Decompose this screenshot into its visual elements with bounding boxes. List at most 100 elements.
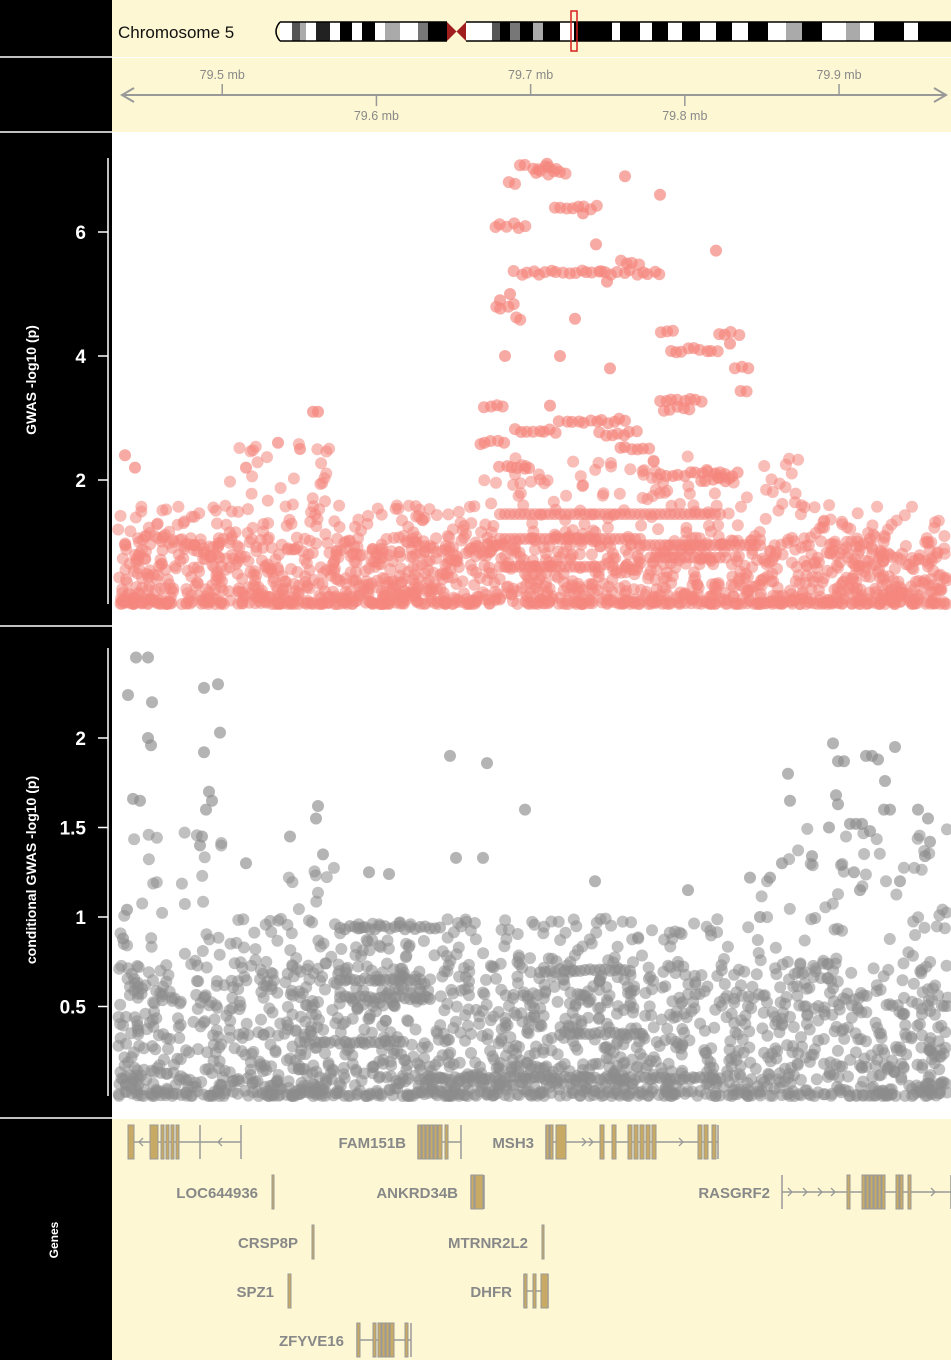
snp-point xyxy=(682,884,694,896)
snp-point xyxy=(287,990,299,1002)
snp-point xyxy=(504,1031,516,1043)
snp-point xyxy=(550,427,562,439)
snp-point xyxy=(540,581,552,593)
snp-point xyxy=(583,995,595,1007)
snp-point xyxy=(301,1069,313,1081)
snp-point xyxy=(287,499,299,511)
snp-point xyxy=(562,598,574,610)
snp-point xyxy=(465,925,477,937)
snp-point xyxy=(143,522,155,534)
exon xyxy=(445,1125,448,1159)
snp-point xyxy=(906,501,918,513)
ideogram-band xyxy=(732,22,748,41)
snp-point xyxy=(882,524,894,536)
snp-point xyxy=(795,957,807,969)
gene-label: MTRNR2L2 xyxy=(448,1235,528,1252)
snp-point xyxy=(134,795,146,807)
snp-point xyxy=(758,460,770,472)
snp-point xyxy=(282,542,294,554)
snp-point xyxy=(120,1086,132,1098)
snp-point xyxy=(769,962,781,974)
snp-point xyxy=(416,514,428,526)
snp-point xyxy=(315,457,327,469)
snp-point xyxy=(598,1089,610,1101)
exon xyxy=(870,1175,873,1209)
snp-point xyxy=(750,1063,762,1075)
snp-point xyxy=(321,871,333,883)
snp-point xyxy=(458,520,470,532)
ideogram-band xyxy=(620,22,640,41)
exon xyxy=(847,1175,850,1209)
snp-point xyxy=(151,832,163,844)
exon xyxy=(542,1225,544,1259)
snp-point xyxy=(241,1018,253,1030)
snp-point xyxy=(414,973,426,985)
snp-point xyxy=(831,560,843,572)
snp-point xyxy=(388,1048,400,1060)
snp-point xyxy=(770,942,782,954)
exon xyxy=(166,1125,169,1159)
snp-point xyxy=(115,1073,127,1085)
snp-point xyxy=(928,522,940,534)
snp-point xyxy=(711,913,723,925)
ideogram-band xyxy=(700,22,716,41)
snp-point xyxy=(854,598,866,610)
snp-point xyxy=(836,858,848,870)
snp-point xyxy=(507,595,519,607)
snp-point xyxy=(909,929,921,941)
snp-point xyxy=(733,1045,745,1057)
snp-point xyxy=(571,1044,583,1056)
snp-point xyxy=(214,949,226,961)
snp-point xyxy=(480,589,492,601)
snp-point xyxy=(443,553,455,565)
snp-point xyxy=(691,579,703,591)
snp-point xyxy=(504,288,516,300)
snp-point xyxy=(196,870,208,882)
snp-point xyxy=(325,951,337,963)
snp-point xyxy=(783,1072,795,1084)
snp-point xyxy=(252,456,264,468)
ideogram-band xyxy=(748,22,768,41)
exon xyxy=(866,1175,869,1209)
snp-point xyxy=(289,1090,301,1102)
snp-point xyxy=(402,1015,414,1027)
snp-point xyxy=(303,974,315,986)
snp-point xyxy=(607,564,619,576)
snp-point xyxy=(561,582,573,594)
snp-point xyxy=(173,1032,185,1044)
snp-point xyxy=(363,595,375,607)
snp-point xyxy=(270,1046,282,1058)
axis-tick-label: 79.7 mb xyxy=(508,68,553,82)
snp-point xyxy=(851,583,863,595)
snp-point xyxy=(240,857,252,869)
snp-point xyxy=(245,960,257,972)
snp-point xyxy=(634,1028,646,1040)
exon xyxy=(712,1125,716,1159)
snp-point xyxy=(245,1064,257,1076)
snp-point xyxy=(188,562,200,574)
snp-point xyxy=(594,975,606,987)
snp-point xyxy=(113,1040,125,1052)
y-axis-tick-label: 1 xyxy=(75,908,86,929)
snp-point xyxy=(789,968,801,980)
snp-point xyxy=(481,999,493,1011)
snp-point xyxy=(175,1019,187,1031)
snp-point xyxy=(146,941,158,953)
snp-point xyxy=(678,1008,690,1020)
snp-point xyxy=(646,595,658,607)
snp-point xyxy=(511,971,523,983)
snp-point xyxy=(546,593,558,605)
snp-point xyxy=(468,500,480,512)
snp-point xyxy=(814,595,826,607)
snp-point xyxy=(498,437,510,449)
snp-point xyxy=(136,988,148,1000)
snp-point xyxy=(840,831,852,843)
snp-point xyxy=(485,498,497,510)
snp-point xyxy=(803,982,815,994)
snp-point xyxy=(549,981,561,993)
ideogram-band xyxy=(520,22,533,41)
snp-point xyxy=(894,875,906,887)
snp-point xyxy=(161,1032,173,1044)
snp-point xyxy=(824,987,836,999)
snp-point xyxy=(514,958,526,970)
